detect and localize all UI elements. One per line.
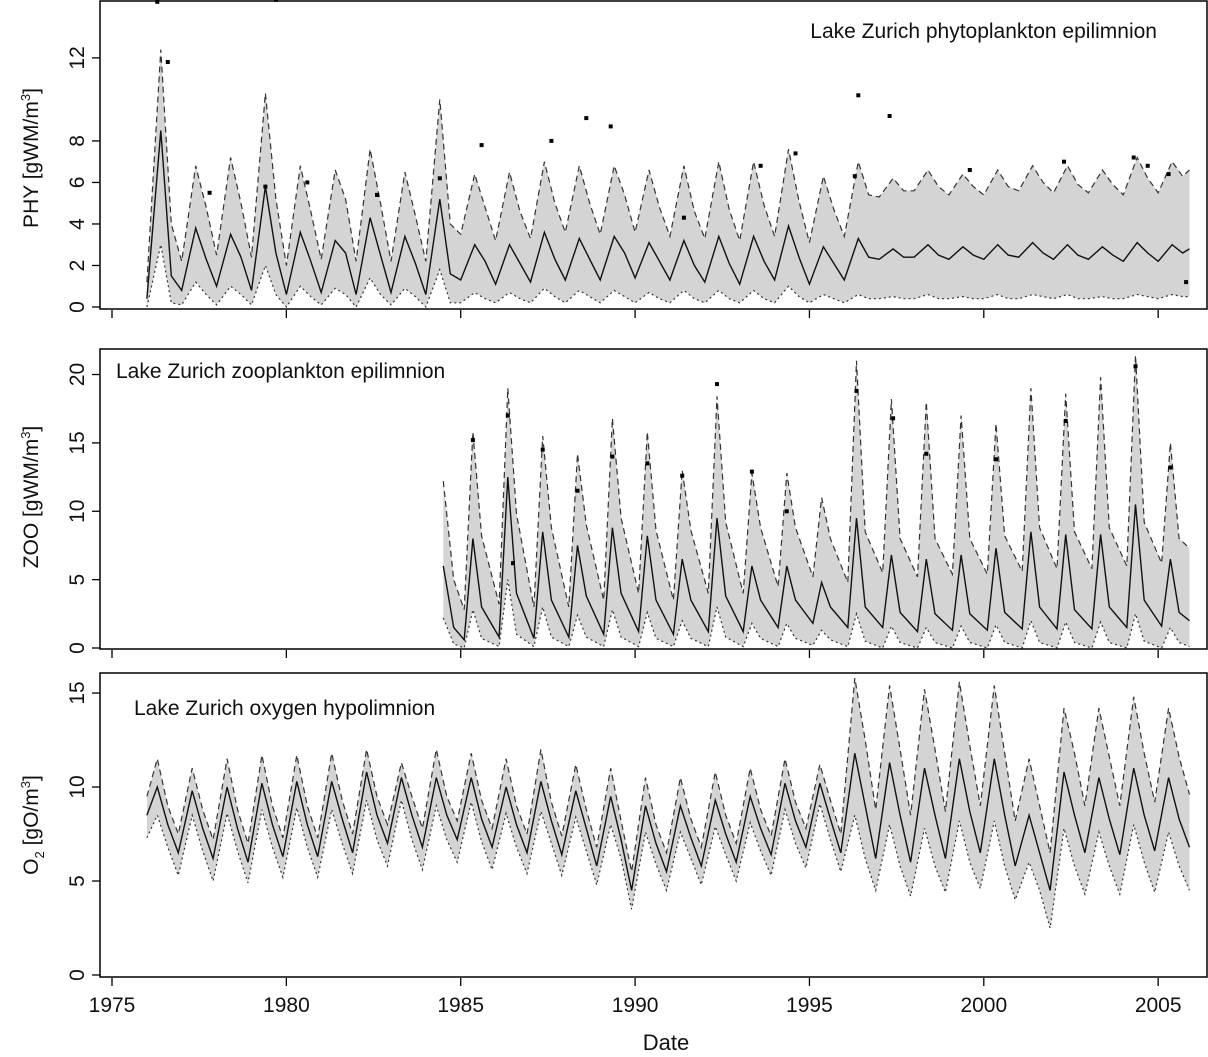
panel-title: Lake Zurich oxygen hypolimnion — [134, 697, 435, 720]
y-tick-label: 15 — [66, 431, 89, 454]
y-axis-label-text: ZOO [gWM/m3] — [18, 426, 43, 569]
band-upper-line — [146, 677, 1191, 872]
observation-point — [793, 151, 798, 156]
uncertainty-band — [146, 678, 1190, 928]
band-upper-line — [442, 355, 1190, 610]
plot-frame — [99, 348, 1208, 650]
x-tick-label: 1980 — [263, 994, 310, 1017]
observation-point — [1166, 172, 1171, 177]
y-axis-label: PHY [gWM/m3] — [18, 88, 43, 228]
observation-point — [856, 93, 861, 98]
plot-frame — [99, 0, 1208, 310]
plot-1: 0 2 4 6 8 12 — [66, 0, 1208, 318]
observation-point — [437, 176, 442, 181]
observation-point — [207, 190, 212, 195]
observation-point — [1184, 280, 1189, 285]
y-tick-label: 5 — [66, 574, 89, 586]
median-line — [146, 753, 1191, 891]
observation-point — [608, 124, 613, 129]
plot-2: 0 5 10 15 20 — [66, 348, 1208, 658]
y-axis-label-text: O2 [gO/m3] — [18, 775, 47, 875]
x-tick-label: 1975 — [89, 994, 136, 1017]
panel-phytoplankton: Lake Zurich phytoplankton epilimnion PHY… — [18, 20, 1157, 228]
observation-point — [540, 447, 545, 452]
x-tick-label: 2000 — [960, 994, 1007, 1017]
observation-point — [165, 60, 170, 64]
observation-point — [505, 413, 510, 418]
observation-point — [375, 192, 379, 197]
band-lower-line — [146, 800, 1191, 929]
observation-point — [1063, 419, 1068, 423]
y-tick-label: 5 — [66, 875, 89, 887]
y-tick-label: 15 — [66, 681, 89, 704]
observation-point — [645, 461, 650, 466]
y-axis-label: ZOO [gWM/m3] — [18, 426, 43, 569]
observation-point — [715, 382, 719, 387]
panel-title: Lake Zurich zooplankton epilimnion — [116, 360, 445, 383]
observation-point — [994, 457, 998, 462]
observation-point — [1145, 163, 1150, 168]
x-tick-label: 1985 — [437, 994, 484, 1017]
y-tick-label: 8 — [66, 135, 89, 147]
y-tick-label: 0 — [66, 642, 89, 654]
band-upper-line — [146, 49, 1190, 283]
y-tick-label: 12 — [66, 46, 89, 69]
band-lower-line — [442, 579, 1190, 649]
observation-point — [1133, 364, 1138, 369]
observation-point — [924, 451, 929, 456]
observation-point — [470, 438, 475, 443]
median-line — [146, 130, 1190, 299]
uncertainty-band — [443, 355, 1190, 648]
y-tick-label: 0 — [66, 301, 89, 313]
observation-point — [549, 138, 554, 143]
observation-point — [784, 509, 789, 514]
y-tick-label: 20 — [66, 363, 89, 386]
observation-point — [852, 174, 857, 179]
y-tick-label: 4 — [66, 218, 89, 230]
observation-point — [511, 561, 515, 566]
y-tick-label: 6 — [66, 177, 89, 189]
observation-point — [305, 180, 310, 185]
observation-point — [610, 454, 615, 459]
y-tick-label: 0 — [66, 969, 89, 981]
observation-point — [1168, 465, 1173, 470]
panel-title: Lake Zurich phytoplankton epilimnion — [810, 20, 1157, 43]
observation-point — [967, 168, 972, 172]
observation-point — [479, 143, 484, 148]
plot-3: 0 5 10 15 — [66, 672, 1208, 986]
plot-frame — [99, 672, 1208, 978]
observation-point — [1131, 155, 1136, 160]
panel-oxygen: Lake Zurich oxygen hypolimnion O2 [gO/m3… — [18, 697, 435, 875]
y-axis-label-text: PHY [gWM/m3] — [18, 88, 43, 228]
observation-point — [887, 114, 892, 118]
observation-point — [681, 215, 686, 220]
y-axis-label: O2 [gO/m3] — [18, 775, 47, 875]
observation-point — [584, 116, 589, 121]
observation-point — [263, 184, 268, 189]
observation-point — [680, 473, 685, 478]
observation-point — [575, 488, 580, 493]
panel-zooplankton: Lake Zurich zooplankton epilimnion ZOO [… — [18, 360, 445, 568]
y-tick-label: 10 — [66, 775, 89, 798]
observation-point — [155, 0, 160, 4]
observation-point — [749, 469, 754, 474]
x-tick-label: 1995 — [786, 994, 833, 1017]
x-tick-label: 1990 — [612, 994, 659, 1017]
observation-point — [854, 388, 859, 393]
x-axis-label: Date — [643, 1030, 689, 1055]
band-lower-line — [146, 244, 1190, 309]
median-line — [442, 477, 1190, 642]
uncertainty-band — [146, 49, 1190, 307]
observation-point — [758, 163, 763, 168]
x-tick-label: 2005 — [1135, 994, 1182, 1017]
observation-point — [1062, 159, 1066, 164]
observation-point — [891, 416, 896, 421]
y-tick-label: 10 — [66, 500, 89, 523]
y-tick-label: 2 — [66, 260, 89, 272]
